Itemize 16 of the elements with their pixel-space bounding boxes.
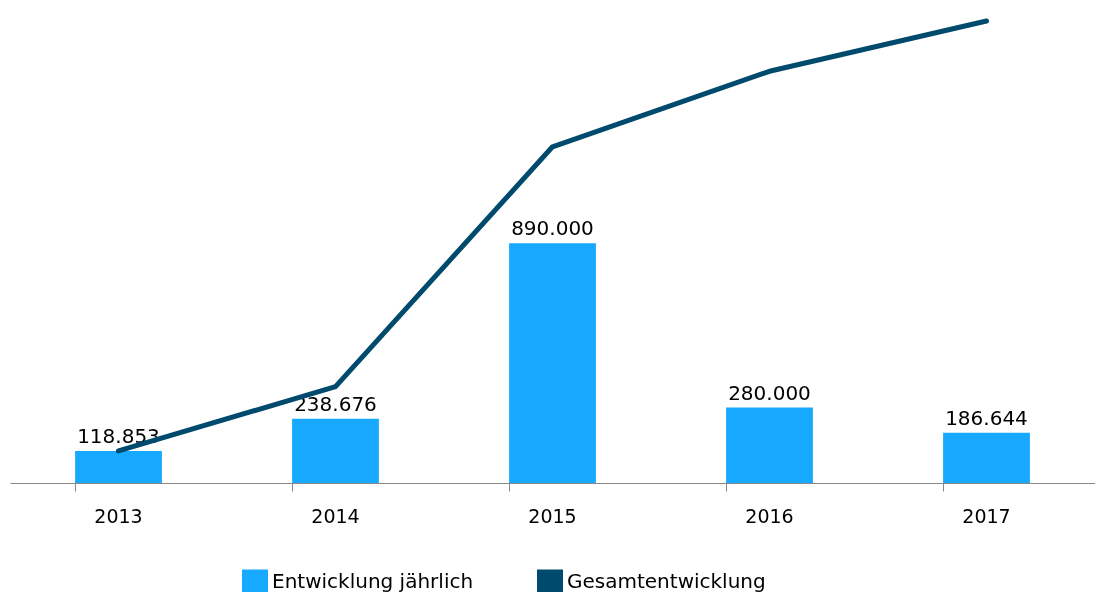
x-tick-label: 2016 — [745, 504, 794, 527]
legend-label: Gesamtentwicklung — [567, 569, 766, 592]
bar — [75, 450, 162, 483]
data-label: 238.676 — [294, 391, 377, 416]
bar — [726, 407, 813, 483]
bar — [943, 432, 1030, 483]
data-label: 280.000 — [728, 380, 811, 405]
x-tick-label: 2017 — [962, 504, 1011, 527]
x-tick-label: 2014 — [311, 504, 360, 527]
x-tick-label: 2015 — [528, 504, 577, 527]
data-label: 186.644 — [945, 405, 1028, 430]
bar — [509, 243, 596, 483]
bar — [292, 418, 379, 483]
x-tick-label: 2013 — [94, 504, 143, 527]
legend-label: Entwicklung jährlich — [272, 569, 474, 592]
data-label: 890.000 — [511, 216, 594, 241]
